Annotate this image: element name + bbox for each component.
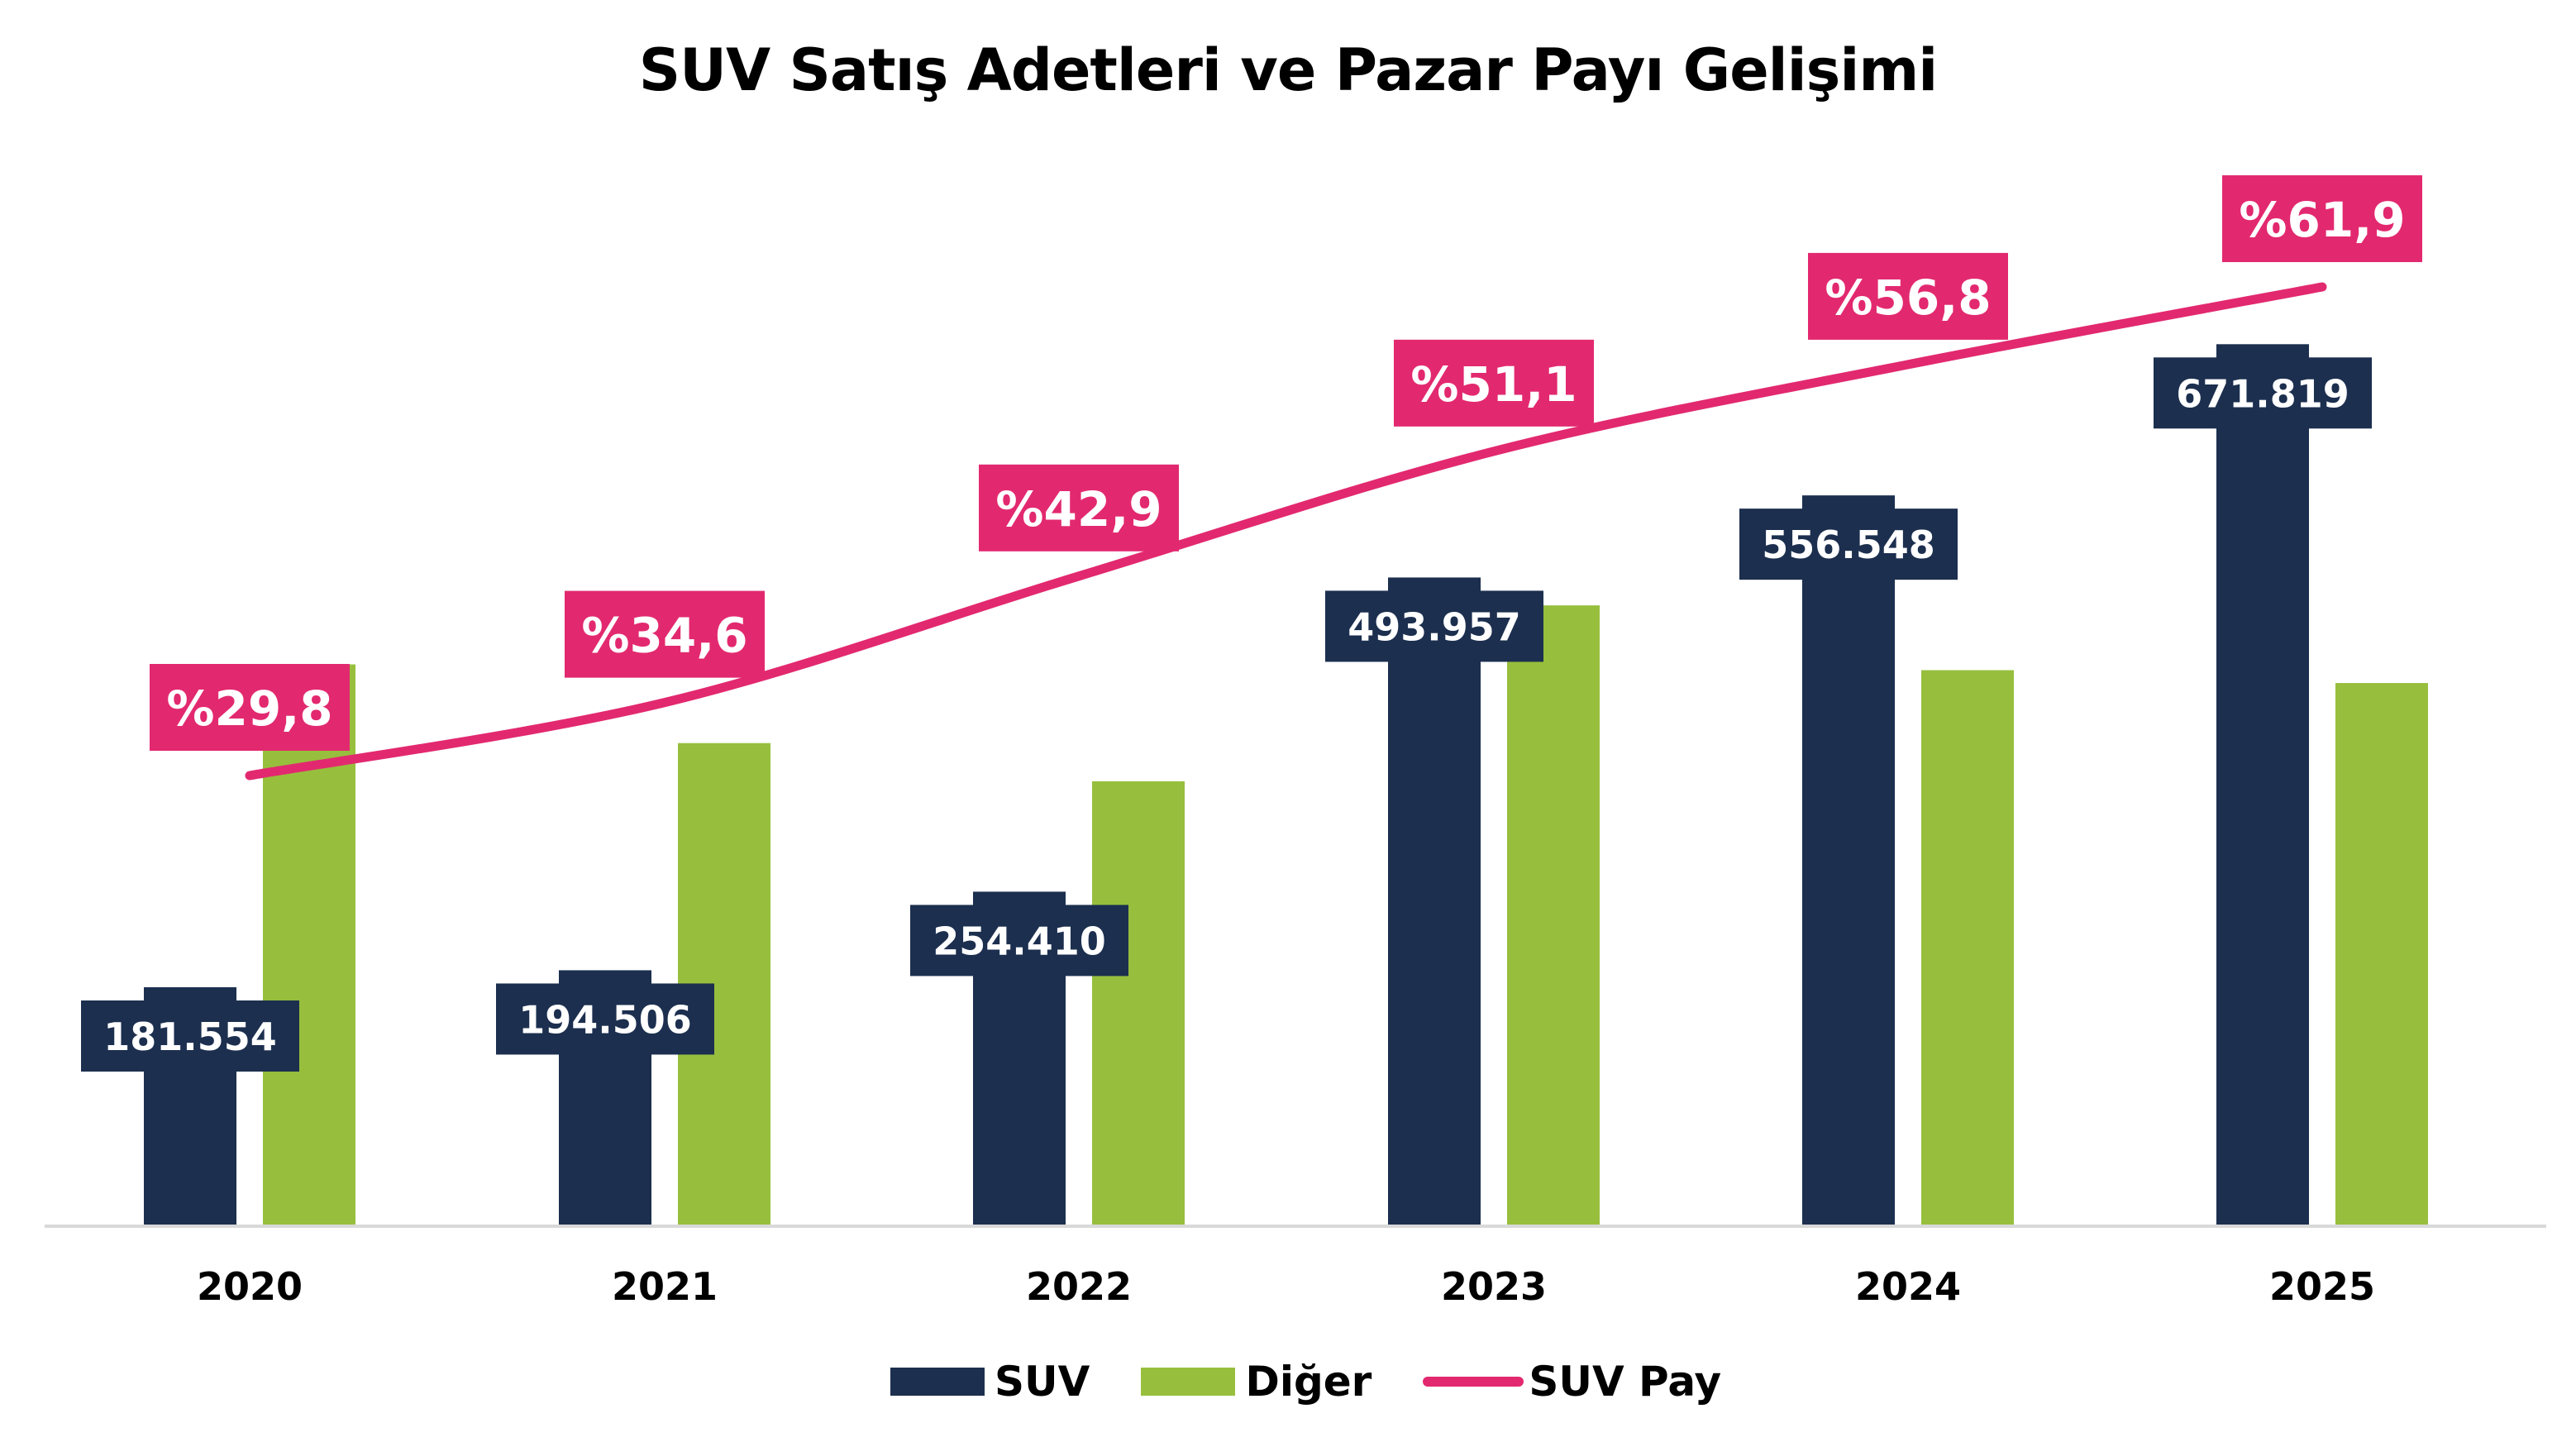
share-label: %51,1 [1410, 356, 1577, 413]
bar-suv-2025 [2216, 344, 2309, 1225]
share-label: %34,6 [581, 608, 747, 664]
x-tick-label: 2023 [1441, 1264, 1547, 1309]
suv-value-label: 671.819 [2176, 371, 2349, 416]
legend-line-suv-pay [1423, 1377, 1524, 1387]
suv-share-line [245, 282, 2327, 781]
bar-diger-2023 [1507, 605, 1600, 1225]
legend-label-diger: Diğer [1245, 1358, 1372, 1406]
suv-value-label-box [496, 983, 714, 1055]
suv-value-label-box [2154, 357, 2372, 429]
legend: SUV Diğer SUV Pay [890, 1358, 1721, 1406]
suv-value-labels: 181.554 194.506 254.410 493.957 556.548 671.8… [81, 357, 2372, 1072]
share-label-box [979, 464, 1179, 551]
share-label-box [1394, 339, 1594, 427]
x-tick-label: 2025 [2269, 1264, 2375, 1309]
legend-swatch-suv [890, 1368, 985, 1396]
share-label-box [565, 590, 765, 678]
bar-diger-2022 [1092, 781, 1185, 1225]
suv-value-label: 194.506 [518, 997, 692, 1042]
x-axis-labels: 2020 2021 2022 2023 2024 2025 [197, 1264, 2375, 1309]
bar-diger-2025 [2335, 683, 2428, 1225]
share-label-box [1808, 252, 2008, 340]
share-label-box [150, 664, 350, 751]
suv-value-label: 254.410 [933, 919, 1106, 963]
bar-suv-2024 [1802, 495, 1895, 1225]
legend-item-suv: SUV [890, 1358, 1090, 1406]
bar-series-group [144, 344, 2428, 1225]
suv-value-label-box [1325, 590, 1543, 662]
suv-value-label: 181.554 [103, 1015, 277, 1059]
suv-value-label-box [81, 1000, 299, 1072]
legend-swatch-diger [1141, 1368, 1236, 1396]
legend-item-diger: Diğer [1141, 1358, 1371, 1406]
x-tick-label: 2024 [1855, 1264, 1961, 1309]
share-label: %29,8 [166, 680, 332, 737]
share-label: %61,9 [2239, 192, 2405, 248]
x-tick-label: 2021 [612, 1264, 718, 1309]
legend-label-suv: SUV [995, 1358, 1090, 1406]
share-label: %42,9 [995, 481, 1162, 537]
x-tick-label: 2022 [1026, 1264, 1132, 1309]
suv-value-label: 493.957 [1348, 604, 1521, 649]
chart-title: SUV Satış Adetleri ve Pazar Payı Gelişim… [638, 36, 1939, 104]
share-label-box [2222, 175, 2422, 262]
suv-value-label-box [1739, 509, 1958, 580]
suv-value-label-box [910, 905, 1128, 976]
x-tick-label: 2020 [197, 1264, 303, 1309]
legend-item-suv-pay: SUV Pay [1423, 1358, 1721, 1406]
share-label: %56,8 [1825, 270, 1991, 326]
legend-label-suv-pay: SUV Pay [1529, 1358, 1722, 1406]
share-value-labels: %29,8 %34,6 %42,9 %51,1 %56,8 %61,9 [150, 175, 2422, 751]
suv-value-label: 556.548 [1762, 523, 1935, 567]
bar-suv-2023 [1388, 577, 1481, 1225]
bar-diger-2024 [1921, 670, 2014, 1225]
